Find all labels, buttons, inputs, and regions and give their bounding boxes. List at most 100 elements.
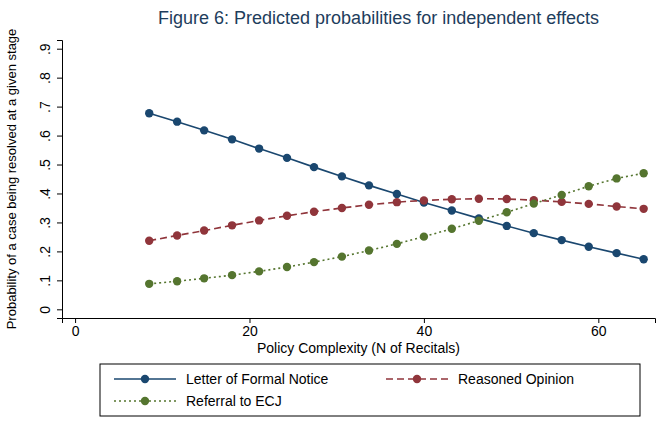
series-point <box>310 208 318 216</box>
y-tick-label: .3 <box>37 217 53 229</box>
series-point <box>503 222 511 230</box>
series-point <box>557 191 565 199</box>
x-axis: 0 20 40 60 <box>63 318 656 339</box>
y-tick-label: .7 <box>37 101 53 113</box>
background <box>0 0 668 430</box>
y-tick: .4 <box>37 188 62 200</box>
series-point <box>200 274 208 282</box>
series-point <box>503 195 511 203</box>
y-tick-mark <box>57 107 62 108</box>
series-point <box>393 198 401 206</box>
legend-label: Referral to ECJ <box>186 393 282 409</box>
series-point <box>475 194 483 202</box>
x-tick: 0 <box>72 318 80 339</box>
y-tick: .8 <box>37 72 62 84</box>
y-tick-mark <box>57 78 62 79</box>
series-point <box>639 169 647 177</box>
y-tick-mark <box>57 251 62 252</box>
series-point <box>448 225 456 233</box>
series-point <box>585 182 593 190</box>
y-tick-mark <box>57 309 62 310</box>
y-tick-mark <box>57 222 62 223</box>
y-tick-mark <box>57 193 62 194</box>
series-point <box>612 174 620 182</box>
series-point <box>448 206 456 214</box>
y-tick-label: .9 <box>37 43 53 55</box>
y-tick: .9 <box>37 43 62 55</box>
y-axis-line <box>57 41 63 319</box>
series-point <box>145 280 153 288</box>
y-tick: .5 <box>37 159 62 171</box>
series-point <box>393 240 401 248</box>
y-tick-label: 0 <box>37 306 53 314</box>
series-point <box>557 236 565 244</box>
y-tick: .7 <box>37 101 62 113</box>
x-tick-label: 20 <box>242 323 258 339</box>
series-point <box>310 163 318 171</box>
y-tick-mark <box>57 280 62 281</box>
series-point <box>503 208 511 216</box>
legend-marker <box>413 375 421 383</box>
series-point <box>283 263 291 271</box>
y-tick-label: .5 <box>37 159 53 171</box>
series-line <box>149 113 643 259</box>
series-point <box>310 258 318 266</box>
series-point <box>145 109 153 117</box>
series-line <box>149 199 643 241</box>
y-tick: .1 <box>37 275 62 287</box>
legend-marker <box>141 397 149 405</box>
series-point <box>639 255 647 263</box>
y-tick: .2 <box>37 246 62 258</box>
series-point <box>228 135 236 143</box>
x-tick-label: 40 <box>417 323 433 339</box>
series-point <box>365 246 373 254</box>
x-tick-label: 60 <box>591 323 607 339</box>
series-point <box>585 200 593 208</box>
x-tick: 20 <box>242 318 258 339</box>
series-point <box>365 181 373 189</box>
series-point <box>283 154 291 162</box>
y-tick: .6 <box>37 130 62 142</box>
series-point <box>530 229 538 237</box>
series-point <box>255 267 263 275</box>
series-point <box>228 271 236 279</box>
y-tick-mark <box>57 49 62 50</box>
y-tick-label: .4 <box>37 188 53 200</box>
series-point <box>420 196 428 204</box>
series-point <box>639 205 647 213</box>
y-tick-mark <box>57 136 62 137</box>
series-point <box>173 277 181 285</box>
series-point <box>585 243 593 251</box>
series-point <box>338 252 346 260</box>
series-point <box>420 232 428 240</box>
series-point <box>145 236 153 244</box>
series-point <box>173 117 181 125</box>
y-tick: 0 <box>37 306 62 314</box>
legend-label: Letter of Formal Notice <box>186 371 329 387</box>
x-axis-title: Policy Complexity (N of Recitals) <box>257 340 460 356</box>
y-axis-title: Probability of a case being resolved at … <box>4 29 19 330</box>
series-point <box>173 231 181 239</box>
series-point <box>228 221 236 229</box>
y-tick-label: .2 <box>37 246 53 258</box>
x-tick: 40 <box>417 318 433 339</box>
y-tick-label: .6 <box>37 130 53 142</box>
chart: Figure 6: Predicted probabilities for in… <box>0 0 668 430</box>
series-point <box>338 172 346 180</box>
series-line <box>149 173 643 284</box>
x-tick-label: 0 <box>72 323 80 339</box>
series-point <box>612 202 620 210</box>
series-point <box>200 226 208 234</box>
legend-marker <box>141 375 149 383</box>
legend-box <box>100 364 640 416</box>
legend-label: Reasoned Opinion <box>458 371 574 387</box>
series-point <box>393 190 401 198</box>
series-point <box>200 126 208 134</box>
series-point <box>475 217 483 225</box>
series-point <box>612 249 620 257</box>
title: Figure 6: Predicted probabilities for in… <box>158 8 599 28</box>
series-point <box>255 216 263 224</box>
y-tick-mark <box>57 165 62 166</box>
y-tick-label: .8 <box>37 72 53 84</box>
series-point <box>255 144 263 152</box>
